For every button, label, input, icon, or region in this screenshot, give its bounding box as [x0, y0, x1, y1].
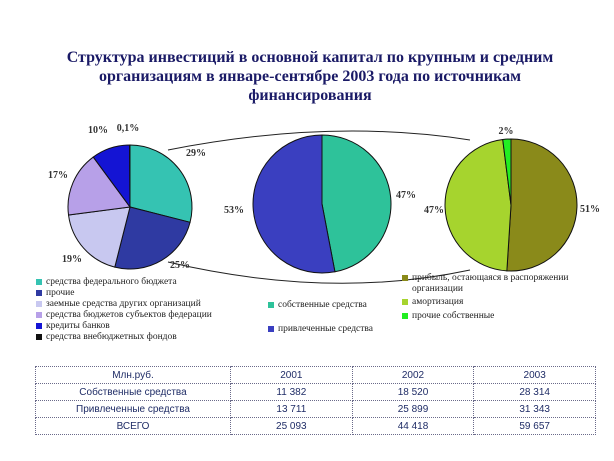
legend-label: прочие — [46, 288, 75, 298]
table-header-cell: 2001 — [230, 366, 353, 384]
legend-label: кредиты банков — [46, 321, 110, 331]
legend-swatch — [36, 323, 42, 329]
legend-label: средства внебюджетных фондов — [46, 332, 177, 342]
legend-label: амортизация — [412, 297, 464, 307]
data-table: Млн.руб. 2001 2002 2003 Собственные средства… — [35, 366, 596, 435]
pie-3 — [444, 138, 578, 272]
legend-right: прибыль, остающаяся в распоряжении орган… — [402, 273, 602, 324]
pie-value-label: 47% — [424, 205, 444, 216]
legend-mid: собственные средства привлеченные средств… — [268, 300, 408, 347]
pie-slice — [67, 206, 131, 268]
legend-swatch — [36, 290, 42, 296]
table-cell: 11 382 — [230, 383, 353, 401]
pie-slice — [321, 134, 392, 273]
table-cell: Собственные средства — [35, 383, 231, 401]
table-cell: 59 657 — [473, 417, 596, 435]
table-row: Собственные средства 11 382 18 520 28 314 — [35, 383, 596, 401]
legend-item: средства бюджетов субъектов федерации — [36, 310, 266, 321]
table-header-cell: 2002 — [351, 366, 475, 384]
table-header-cell: Млн.руб. — [35, 366, 231, 384]
pie-slice — [252, 134, 336, 274]
pie-slice — [502, 138, 512, 206]
table-cell: Привлеченные средства — [35, 400, 231, 418]
legend-swatch — [268, 325, 274, 332]
legend-swatch — [402, 312, 408, 319]
table-cell: 13 711 — [230, 400, 353, 418]
legend-item: привлеченные средства — [268, 324, 408, 335]
pie-value-label: 17% — [48, 170, 68, 181]
pie-slice — [444, 138, 512, 272]
legend-label: собственные средства — [278, 300, 367, 310]
table-cell: 28 314 — [473, 383, 596, 401]
legend-label: прибыль, остающаяся в распоряжении орган… — [412, 273, 569, 294]
pie-value-label: 51% — [580, 204, 600, 215]
pie-slice — [114, 206, 191, 270]
table-row: ВСЕГО 25 093 44 418 59 657 — [35, 417, 596, 435]
legend-item: амортизация — [402, 297, 602, 308]
table-cell: ВСЕГО — [35, 417, 231, 435]
pie-value-label: 0,1% — [117, 123, 140, 134]
pie-value-label: 2% — [499, 126, 514, 137]
legend-item: заемные средства других организаций — [36, 299, 266, 310]
legend-swatch — [402, 299, 408, 305]
legend-swatch — [268, 302, 274, 308]
pie-value-label: 25% — [170, 260, 190, 271]
legend-label: средства федерального бюджета — [46, 277, 177, 287]
table-cell: 44 418 — [351, 417, 475, 435]
pie-value-label: 29% — [186, 148, 206, 159]
table-cell: 25 899 — [351, 400, 475, 418]
table-header-cell: 2003 — [473, 366, 596, 384]
legend-swatch — [402, 275, 408, 281]
legend-item: собственные средства — [268, 300, 408, 311]
legend-item: прочие — [36, 288, 266, 299]
pie-1 — [67, 144, 193, 270]
pie-value-label: 47% — [396, 190, 416, 201]
legend-swatch — [36, 334, 42, 340]
legend-label: заемные средства других организаций — [46, 299, 201, 309]
legend-item: прибыль, остающаяся в распоряжении орган… — [402, 273, 602, 294]
chart-title: Структура инвестиций в основной капитал … — [66, 49, 554, 104]
legend-item: кредиты банков — [36, 321, 266, 332]
connector-line-top — [167, 130, 471, 151]
table-cell: 18 520 — [351, 383, 475, 401]
legend-swatch — [36, 312, 42, 318]
pie-2 — [252, 134, 392, 274]
legend-label: привлеченные средства — [278, 323, 373, 334]
table-cell: 25 093 — [230, 417, 353, 435]
pie-slice — [67, 156, 131, 216]
legend-left: средства федерального бюджета прочие заемн… — [36, 277, 266, 343]
connector-line-bottom — [167, 261, 471, 284]
pie-slice — [129, 144, 193, 223]
pie-value-label: 53% — [224, 205, 244, 216]
legend-swatch — [36, 301, 42, 307]
legend-swatch — [36, 279, 42, 285]
pie-value-label: 10% — [88, 125, 108, 136]
pie-slice — [506, 138, 578, 272]
legend-item: средства внебюджетных фондов — [36, 332, 266, 343]
table-row: Привлеченные средства 13 711 25 899 31 343 — [35, 400, 596, 418]
table-header-row: Млн.руб. 2001 2002 2003 — [35, 366, 596, 384]
table-cell: 31 343 — [473, 400, 596, 418]
legend-item: прочие собственные — [402, 311, 602, 322]
legend-label: прочие собственные — [412, 310, 495, 321]
pie-value-label: 19% — [62, 254, 82, 265]
legend-label: средства бюджетов субъектов федерации — [46, 310, 212, 320]
legend-item: средства федерального бюджета — [36, 277, 266, 288]
